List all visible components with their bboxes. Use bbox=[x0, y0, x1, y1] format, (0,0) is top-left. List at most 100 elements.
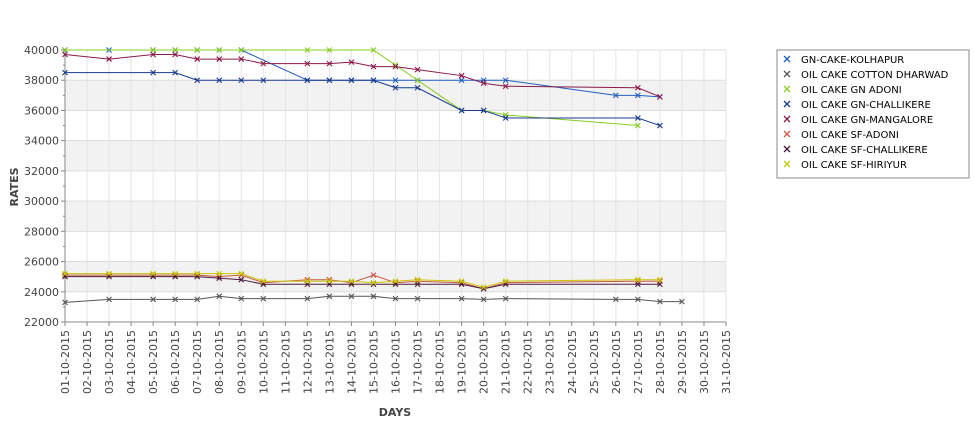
data-point bbox=[657, 276, 663, 283]
data-point bbox=[458, 278, 465, 285]
data-point bbox=[370, 272, 377, 279]
data-point bbox=[414, 276, 421, 283]
x-tick-label: 21-10-2015 bbox=[500, 330, 513, 394]
legend-item: GN-CAKE-KOLHAPUR bbox=[783, 55, 904, 66]
x-tick-label: 02-10-2015 bbox=[81, 330, 94, 394]
x-tick-label: 28-10-2015 bbox=[654, 330, 667, 394]
data-point bbox=[194, 77, 201, 84]
data-point bbox=[260, 60, 267, 67]
legend-marker bbox=[783, 145, 791, 153]
legend-label: OIL CAKE GN-MANGALORE bbox=[801, 115, 933, 126]
data-point bbox=[194, 296, 201, 303]
legend-marker bbox=[783, 130, 791, 138]
data-point bbox=[106, 296, 112, 303]
data-point bbox=[150, 270, 157, 277]
data-point bbox=[238, 270, 245, 277]
legend-item: OIL CAKE SF-ADONI bbox=[783, 130, 899, 141]
x-tick-label: 13-10-2015 bbox=[323, 330, 336, 394]
legend-marker bbox=[783, 115, 791, 123]
legend-item: OIL CAKE GN ADONI bbox=[783, 85, 902, 96]
y-tick-label: 24000 bbox=[24, 286, 59, 299]
data-point bbox=[634, 276, 641, 283]
data-point bbox=[414, 281, 421, 288]
data-point bbox=[172, 51, 179, 58]
legend-item: OIL CAKE GN-CHALLIKERE bbox=[783, 100, 931, 111]
data-point bbox=[62, 299, 68, 306]
data-point bbox=[458, 107, 465, 114]
data-point bbox=[458, 77, 465, 84]
data-point bbox=[657, 298, 663, 305]
data-point bbox=[414, 295, 421, 302]
x-tick-label: 18-10-2015 bbox=[434, 330, 447, 394]
x-tick-label: 16-10-2015 bbox=[390, 330, 403, 394]
data-point bbox=[634, 281, 641, 288]
data-point bbox=[392, 84, 399, 91]
data-point bbox=[238, 295, 245, 302]
data-point bbox=[62, 69, 68, 76]
data-point bbox=[634, 84, 641, 91]
x-tick-label: 23-10-2015 bbox=[544, 330, 557, 394]
data-point bbox=[304, 60, 311, 67]
data-point bbox=[657, 281, 663, 288]
data-point bbox=[348, 293, 355, 300]
data-point bbox=[62, 51, 68, 58]
data-point bbox=[502, 278, 509, 285]
y-tick-label: 28000 bbox=[24, 225, 59, 238]
data-point bbox=[502, 295, 509, 302]
legend-label: OIL CAKE GN ADONI bbox=[801, 85, 902, 96]
data-point bbox=[150, 296, 157, 303]
data-point bbox=[392, 63, 399, 70]
legend-item: OIL CAKE SF-CHALLIKERE bbox=[783, 145, 928, 156]
x-tick-label: 14-10-2015 bbox=[345, 330, 358, 394]
data-point bbox=[172, 296, 179, 303]
data-point bbox=[150, 51, 157, 58]
data-point bbox=[106, 270, 112, 277]
data-point bbox=[370, 279, 377, 286]
data-point bbox=[370, 47, 377, 53]
data-point bbox=[458, 72, 465, 79]
legend-label: OIL CAKE SF-HIRIYUR bbox=[801, 160, 907, 171]
x-tick-label: 31-10-2015 bbox=[720, 330, 733, 394]
series-oil-cake-sf-hiriyur bbox=[62, 270, 663, 291]
x-tick-label: 19-10-2015 bbox=[456, 330, 469, 394]
data-point bbox=[238, 47, 245, 53]
x-tick-label: 25-10-2015 bbox=[588, 330, 601, 394]
y-tick-label: 38000 bbox=[24, 74, 59, 87]
data-point bbox=[194, 56, 201, 62]
data-point bbox=[216, 47, 223, 53]
legend-label: OIL CAKE GN-CHALLIKERE bbox=[801, 100, 931, 111]
x-tick-label: 10-10-2015 bbox=[257, 330, 270, 394]
data-point bbox=[304, 47, 311, 53]
data-point bbox=[612, 92, 619, 99]
data-point bbox=[216, 77, 223, 84]
x-tick-label: 17-10-2015 bbox=[412, 330, 425, 394]
legend-label: OIL CAKE SF-CHALLIKERE bbox=[801, 145, 928, 156]
legend-item: OIL CAKE GN-MANGALORE bbox=[783, 115, 933, 126]
y-axis-ticks: 22000 24000 26000 28000 30000 32000 34000 36000… bbox=[24, 44, 65, 329]
data-point bbox=[634, 115, 641, 121]
legend-marker bbox=[783, 70, 791, 78]
y-tick-label: 22000 bbox=[24, 316, 59, 329]
data-point bbox=[238, 56, 245, 62]
x-tick-label: 29-10-2015 bbox=[676, 330, 689, 394]
data-point bbox=[634, 122, 641, 129]
data-point bbox=[348, 278, 355, 285]
x-tick-label: 24-10-2015 bbox=[566, 330, 579, 394]
legend-marker bbox=[783, 55, 791, 63]
data-point bbox=[326, 47, 333, 53]
x-tick-label: 15-10-2015 bbox=[367, 330, 380, 394]
data-point bbox=[62, 47, 68, 53]
data-point bbox=[480, 80, 487, 87]
x-tick-label: 01-10-2015 bbox=[59, 330, 72, 394]
data-point bbox=[502, 115, 509, 121]
series-line bbox=[65, 72, 661, 127]
data-point bbox=[480, 284, 487, 291]
data-point bbox=[634, 296, 641, 303]
data-point bbox=[62, 270, 68, 277]
data-point bbox=[657, 93, 663, 100]
data-point bbox=[260, 295, 267, 302]
x-axis-title: DAYS bbox=[379, 406, 412, 419]
data-point bbox=[612, 296, 619, 303]
data-point bbox=[480, 107, 487, 114]
